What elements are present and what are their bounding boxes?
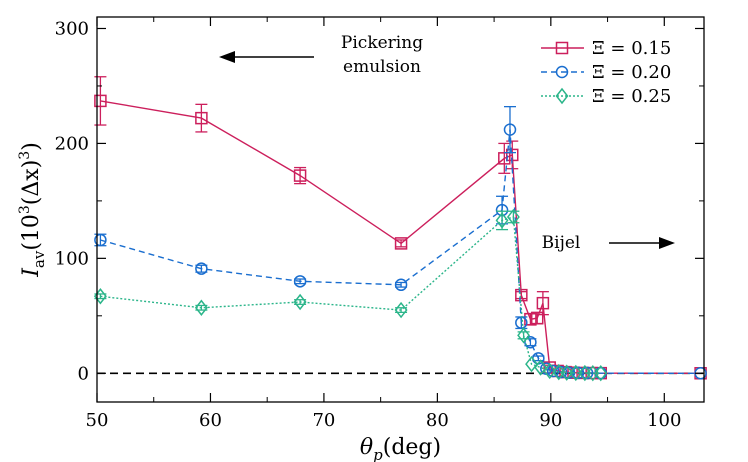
annotation-text: Bijel bbox=[542, 233, 581, 253]
axes: 50 60 70 80 90 100 0 100 200 300 θp(deg) Iav(103(Δx… bbox=[17, 16, 705, 462]
series-2 bbox=[93, 208, 608, 382]
series-0 bbox=[94, 76, 707, 380]
arrow-left-head bbox=[219, 51, 235, 63]
y-tick-label: 300 bbox=[55, 18, 89, 39]
data-point bbox=[194, 299, 208, 316]
data-point bbox=[515, 316, 528, 329]
y-axis-title: Iav(103(Δx)3) bbox=[17, 142, 48, 278]
x-tick-label: 80 bbox=[426, 410, 449, 431]
data-point bbox=[560, 364, 574, 381]
data-point bbox=[552, 363, 566, 381]
data-point bbox=[515, 288, 528, 302]
data-point bbox=[506, 208, 520, 226]
series-line bbox=[100, 216, 601, 374]
data-point bbox=[495, 212, 509, 229]
data-point bbox=[94, 94, 107, 108]
data-point bbox=[394, 237, 408, 250]
series-line bbox=[100, 129, 701, 374]
data-point bbox=[94, 233, 107, 247]
legend-label: Ξ = 0.25 bbox=[592, 86, 671, 107]
data-point bbox=[534, 359, 548, 376]
x-tick-label: 90 bbox=[539, 410, 562, 431]
data-point bbox=[195, 262, 208, 275]
data-point bbox=[394, 301, 408, 319]
annotation-text: emulsion bbox=[343, 57, 421, 77]
data-point bbox=[543, 362, 557, 380]
legend-label: Ξ = 0.15 bbox=[592, 38, 671, 59]
legend-marker bbox=[555, 87, 569, 105]
data-point bbox=[503, 123, 517, 136]
x-tick-label: 100 bbox=[647, 410, 681, 431]
legend-item-0: Ξ = 0.15 bbox=[541, 38, 671, 59]
plot-area bbox=[93, 76, 707, 382]
data-point bbox=[517, 327, 531, 344]
data-point bbox=[524, 335, 537, 349]
series-line bbox=[100, 100, 701, 374]
legend-label: Ξ = 0.20 bbox=[592, 62, 671, 83]
plot-frame bbox=[96, 16, 705, 403]
data-point bbox=[569, 364, 583, 382]
legend-item-2: Ξ = 0.25 bbox=[541, 86, 671, 107]
x-tick-label: 50 bbox=[86, 410, 109, 431]
y-tick-label: 100 bbox=[55, 248, 89, 269]
data-point bbox=[536, 296, 550, 310]
x-tick-label: 70 bbox=[312, 410, 335, 431]
legend: Ξ = 0.15 Ξ = 0.20 Ξ = 0.25 bbox=[541, 38, 671, 107]
data-point bbox=[594, 364, 608, 382]
data-point bbox=[195, 111, 208, 125]
arrow-right-head bbox=[659, 237, 675, 249]
data-point bbox=[293, 293, 307, 311]
data-point bbox=[546, 364, 560, 378]
data-point bbox=[293, 275, 307, 288]
data-point bbox=[525, 355, 538, 373]
annotation-text: Pickering bbox=[341, 33, 423, 53]
x-axis-title: θp(deg) bbox=[360, 435, 441, 462]
legend-item-1: Ξ = 0.20 bbox=[541, 62, 671, 83]
data-point bbox=[293, 169, 307, 182]
legend-marker bbox=[555, 65, 569, 79]
data-point bbox=[530, 311, 544, 325]
legend-marker bbox=[555, 41, 569, 55]
y-tick-label: 200 bbox=[55, 133, 89, 154]
annotations: Pickering emulsion Bijel bbox=[219, 33, 675, 253]
y-tick-label: 0 bbox=[78, 363, 89, 384]
data-point bbox=[394, 278, 408, 292]
x-tick-label: 60 bbox=[199, 410, 222, 431]
